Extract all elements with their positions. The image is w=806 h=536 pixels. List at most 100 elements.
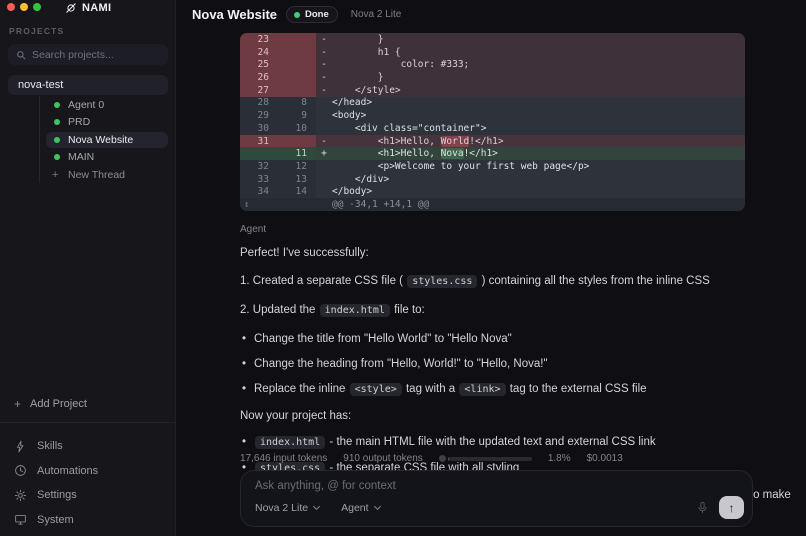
diff-new-line-number	[278, 71, 316, 84]
thread-list: Agent 0 PRD Nova Website MAIN	[0, 96, 176, 166]
diff-change-sign: -	[321, 33, 327, 45]
diff-row: 27 - </style>	[240, 83, 745, 97]
bullet-icon: •	[242, 462, 247, 474]
app-brand: NAMI	[65, 2, 111, 14]
diff-old-line-number: ↕	[240, 198, 278, 211]
message-bullet-item: • Change the title from "Hello World" to …	[242, 333, 512, 345]
diff-new-line-number: 12	[278, 160, 316, 173]
diff-code-text: <body>	[332, 110, 367, 122]
diff-old-line-number: 33	[240, 172, 278, 186]
nami-logo-icon	[65, 2, 77, 14]
bullet-icon: •	[242, 383, 247, 395]
diff-old-line-number: 30	[240, 122, 278, 135]
sidebar-item-skills[interactable]: Skills	[0, 434, 176, 459]
diff-change-sign: +	[321, 148, 327, 160]
diff-change-sign: -	[321, 135, 327, 147]
meter-track	[447, 456, 532, 461]
diff-code-text: </div>	[332, 173, 390, 185]
zoom-button[interactable]	[33, 3, 41, 11]
message-bullet-item: • Replace the inline <style> tag with a <…	[242, 383, 647, 396]
monitor-icon	[14, 513, 27, 526]
minimize-button[interactable]	[20, 3, 28, 11]
nav-item-label: Automations	[37, 464, 99, 477]
add-project-button[interactable]: + Add Project	[14, 397, 87, 411]
diff-change-sign: -	[321, 72, 327, 84]
thread-label: Nova Website	[68, 133, 134, 146]
meter-fill	[447, 456, 450, 461]
output-tokens-label: 910 output tokens	[343, 453, 423, 464]
diff-old-line-number: 28	[240, 96, 278, 110]
sidebar-item-automations[interactable]: Automations	[0, 459, 176, 484]
close-button[interactable]	[7, 3, 15, 11]
sidebar-thread-agent-0[interactable]: Agent 0	[0, 96, 176, 114]
diff-code-text: <div class="container">	[332, 122, 487, 134]
diff-code-text: color: #333;	[332, 59, 470, 71]
thread-status-dot-icon	[54, 101, 60, 108]
diff-old-line-number	[240, 147, 278, 161]
sidebar-thread-nova-website[interactable]: Nova Website	[0, 131, 176, 149]
message-paragraph: Perfect! I've successfully:	[240, 247, 369, 259]
nav-item-label: System	[37, 513, 74, 526]
thread-status-dot-icon	[54, 119, 60, 126]
mode-selector[interactable]: Agent	[341, 502, 381, 514]
chevron-down-icon	[373, 502, 381, 510]
plus-icon: +	[14, 397, 22, 411]
sidebar-thread-prd[interactable]: PRD	[0, 114, 176, 132]
diff-change-sign: -	[321, 59, 327, 71]
inline-code-chip: index.html	[255, 436, 326, 449]
lightning-icon	[14, 440, 27, 453]
send-button[interactable]: ↑	[719, 496, 744, 519]
message-paragraph: Now your project has:	[240, 410, 352, 422]
diff-old-line-number: 31	[240, 134, 278, 148]
message-numbered-item: 1. Created a separate CSS file ( styles.…	[240, 275, 710, 288]
agent-author-label: Agent	[240, 224, 267, 235]
search-input[interactable]	[32, 48, 160, 61]
diff-new-line-number: 11	[278, 147, 316, 161]
header-model-label: Nova 2 Lite	[350, 9, 402, 20]
thread-label: MAIN	[68, 151, 95, 164]
page-title: Nova Website	[192, 7, 278, 22]
diff-code-text: h1 {	[332, 46, 401, 58]
chevron-down-icon	[313, 502, 321, 510]
diff-old-line-number: 29	[240, 109, 278, 123]
sidebar-item-settings[interactable]: Settings	[0, 483, 176, 508]
diff-new-line-number	[278, 83, 316, 97]
status-dot-icon	[294, 11, 301, 18]
diff-row: 29 9 <body>	[240, 109, 745, 123]
composer-toolbar: Nova 2 Lite Agent ↑	[255, 496, 744, 519]
diff-new-line-number: 13	[278, 172, 316, 186]
diff-hunk-row: ↕ @@ -34,1 +14,1 @@	[240, 198, 745, 211]
sidebar-thread-main[interactable]: MAIN	[0, 149, 176, 167]
composer: Nova 2 Lite Agent ↑	[240, 470, 753, 527]
new-thread-button[interactable]: + New Thread	[0, 166, 176, 184]
diff-new-line-number	[278, 198, 316, 211]
thread-header: Nova Website Done Nova 2 Lite	[192, 6, 401, 23]
bullet-icon: •	[242, 358, 247, 370]
diff-old-line-number: 34	[240, 185, 278, 199]
message-bullet-item: • index.html - the main HTML file with th…	[242, 436, 656, 449]
diff-new-line-number: 9	[278, 109, 316, 123]
composer-input[interactable]	[255, 480, 738, 492]
expand-diff-icon[interactable]: ↕	[244, 199, 250, 210]
sidebar-project-nova-test[interactable]: nova-test	[8, 75, 168, 95]
inline-code-chip: styles.css	[407, 275, 478, 288]
diff-change-sign: -	[321, 46, 327, 58]
thread-status-dot-icon	[54, 136, 60, 143]
gear-icon	[14, 489, 27, 502]
status-label: Done	[305, 9, 329, 20]
search-box	[8, 44, 168, 65]
diff-row: 24 - h1 {	[240, 45, 745, 59]
diff-row: 26 - }	[240, 71, 745, 84]
diff-old-line-number: 23	[240, 33, 278, 46]
context-percent-label: 1.8%	[547, 453, 571, 464]
microphone-button[interactable]	[696, 501, 709, 514]
nav-item-label: Settings	[37, 489, 77, 502]
diff-change-sign: -	[321, 84, 327, 96]
sidebar-item-system[interactable]: System	[0, 508, 176, 533]
model-selector[interactable]: Nova 2 Lite	[255, 502, 321, 514]
cost-label: $0.0013	[586, 453, 623, 464]
new-thread-label: New Thread	[68, 168, 126, 181]
diff-new-line-number	[278, 58, 316, 72]
nav-item-label: Skills	[37, 440, 63, 453]
